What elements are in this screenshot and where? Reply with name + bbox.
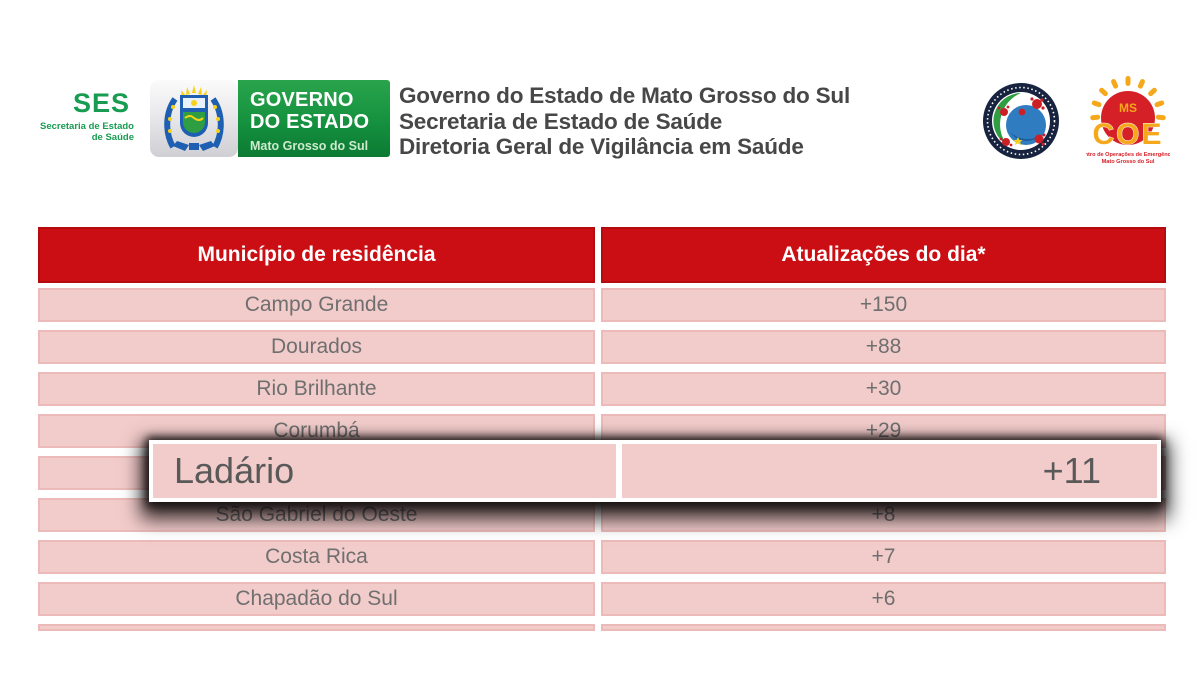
updates-cell: +30 <box>601 372 1166 406</box>
ses-subtitle: Secretaria de Estado de Saúde <box>36 121 134 143</box>
municipality-cell: Dourados <box>38 330 595 364</box>
ses-acronym: SES <box>72 88 130 118</box>
updates-table: Município de residência Atualizações do … <box>38 227 1166 631</box>
coe-sun-icon: MS COE Centro de Operações de Emergência… <box>1077 76 1179 165</box>
column-header-municipality: Município de residência <box>38 227 595 283</box>
updates-cell: +6 <box>601 582 1166 616</box>
vigilancia-badge <box>982 82 1060 160</box>
magnified-column-divider <box>616 444 622 498</box>
org-title-line2: Secretaria de Estado de Saúde <box>399 108 723 134</box>
state-coat-of-arms-panel <box>150 80 238 157</box>
org-title-line3: Diretoria Geral de Vigilância em Saúde <box>399 134 804 159</box>
coe-acronym: COE <box>1092 118 1163 151</box>
coe-subtitle-line1: Centro de Operações de Emergências <box>1086 152 1170 158</box>
updates-cell <box>601 624 1166 631</box>
municipality-cell: Chapadão do Sul <box>38 582 595 616</box>
magnified-updates: +11 <box>622 444 1157 498</box>
ses-subtitle-line1: Secretaria de Estado <box>40 121 134 132</box>
coe-logo: MS COE Centro de Operações de Emergência… <box>1077 76 1179 172</box>
table-row: Campo Grande +150 <box>38 288 1166 322</box>
municipality-cell: Rio Brilhante <box>38 372 595 406</box>
municipality-cell <box>38 624 595 631</box>
municipality-cell: Campo Grande <box>38 288 595 322</box>
ms-coat-of-arms-icon <box>164 84 224 151</box>
table-row: Costa Rica +7 <box>38 540 1166 574</box>
org-title: Governo do Estado de Mato Grosso do Sul … <box>399 83 850 160</box>
column-header-updates: Atualizações do dia* <box>601 227 1166 283</box>
gov-box-line2: DO ESTADO <box>250 111 370 133</box>
table-row: São Gabriel do Oeste +8 <box>38 498 1166 532</box>
org-title-line1: Governo do Estado de Mato Grosso do Sul <box>399 83 850 108</box>
table-row: Rio Brilhante +30 <box>38 372 1166 406</box>
coe-state-label: MS <box>1119 101 1137 115</box>
gov-box-subtitle: Mato Grosso do Sul <box>250 139 369 153</box>
ses-logo: SES Secretaria de Estado de Saúde <box>36 88 134 143</box>
vigilancia-globe-icon <box>983 83 1059 159</box>
ses-subtitle-line2: de Saúde <box>91 132 134 143</box>
coe-subtitle-line2: Mato Grosso do Sul <box>1102 159 1155 165</box>
gov-box-line1: GOVERNO <box>250 89 354 111</box>
table-row: Chapadão do Sul +6 <box>38 582 1166 616</box>
updates-cell: +8 <box>601 498 1166 532</box>
updates-cell: +88 <box>601 330 1166 364</box>
magnified-row-overlay: Ladário +11 <box>149 440 1161 502</box>
municipality-cell: Costa Rica <box>38 540 595 574</box>
table-header-row: Município de residência Atualizações do … <box>38 227 1166 283</box>
magnified-municipality: Ladário <box>153 444 616 498</box>
table-row-clipped <box>38 624 1166 631</box>
municipality-cell: São Gabriel do Oeste <box>38 498 595 532</box>
updates-cell: +150 <box>601 288 1166 322</box>
governo-do-estado-logo: GOVERNO DO ESTADO Mato Grosso do Sul <box>238 80 390 157</box>
updates-cell: +7 <box>601 540 1166 574</box>
table-row: Dourados +88 <box>38 330 1166 364</box>
